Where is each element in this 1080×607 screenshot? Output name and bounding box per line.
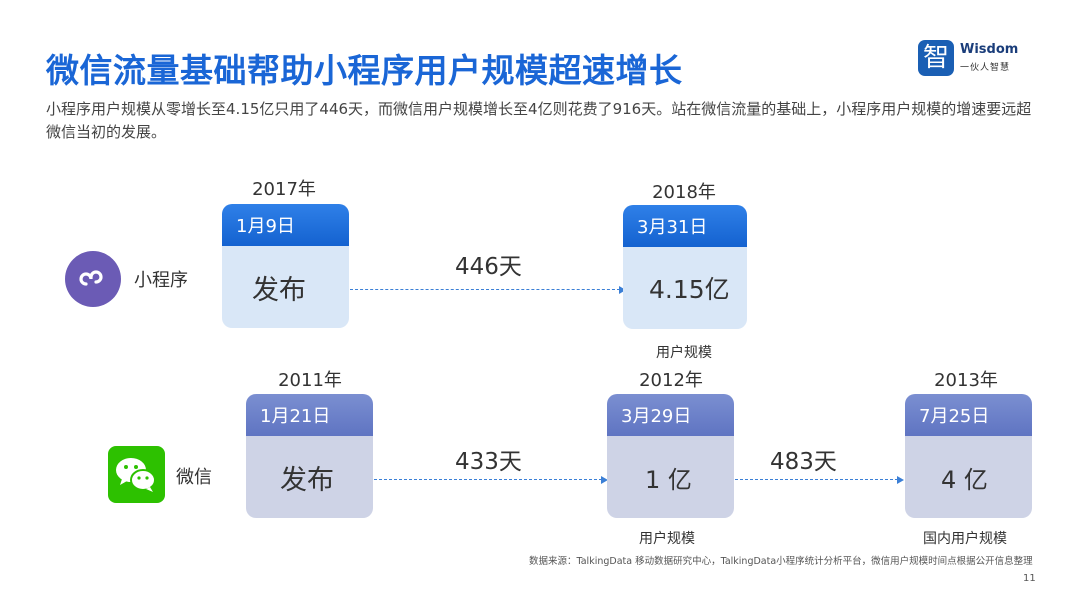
wx-gap1-days: 433天 [455, 449, 522, 475]
mp-end-card: 3月31日 4.15亿 [623, 205, 747, 329]
wx-mid-card: 3月29日 1 亿 [607, 394, 734, 518]
mp-end-year: 2018年 [652, 182, 716, 203]
wx-end-card: 7月25日 4 亿 [905, 394, 1032, 518]
page-title: 微信流量基础帮助小程序用户规模超速增长 [46, 51, 683, 90]
source-note: 数据来源：TalkingData 移动数据研究中心，TalkingData小程序… [529, 556, 1033, 567]
wx-start-text: 发布 [246, 436, 373, 518]
wechat-icon [108, 446, 165, 507]
wx-end-year: 2013年 [934, 370, 998, 391]
mini-program-label: 小程序 [134, 270, 188, 291]
wx-arrow1-head [601, 476, 608, 484]
mp-end-caption: 用户规模 [656, 345, 712, 361]
mp-gap-days: 446天 [455, 254, 522, 280]
mini-program-icon [64, 250, 122, 312]
logo-mark: 智 [918, 40, 954, 76]
mp-end-date: 3月31日 [623, 205, 747, 247]
wx-end-caption: 国内用户规模 [923, 531, 1007, 547]
wx-arrow2-head [897, 476, 904, 484]
wx-start-date: 1月21日 [246, 394, 373, 436]
mp-start-card: 1月9日 发布 [222, 204, 349, 328]
wx-end-date: 7月25日 [905, 394, 1032, 436]
logo-tagline: 一伙人智慧 [960, 63, 1011, 73]
wx-arrow1-line [374, 479, 602, 480]
mp-arrow-head [619, 286, 626, 294]
mp-start-year: 2017年 [252, 179, 316, 200]
page-subtitle: 小程序用户规模从零增长至4.15亿只用了446天，而微信用户规模增长至4亿则花费… [46, 100, 1032, 141]
wx-start-card: 1月21日 发布 [246, 394, 373, 518]
wx-mid-caption: 用户规模 [639, 531, 695, 547]
logo-word: Wisdom [960, 42, 1019, 57]
wx-mid-value: 1 亿 [607, 436, 734, 518]
wx-arrow2-line [735, 479, 898, 480]
wechat-label: 微信 [176, 467, 212, 488]
wx-end-value: 4 亿 [905, 436, 1032, 518]
wx-gap2-days: 483天 [770, 449, 837, 475]
wx-mid-date: 3月29日 [607, 394, 734, 436]
brand-logo: 智 Wisdom 一伙人智慧 [918, 40, 1028, 76]
mp-arrow-line [350, 289, 620, 290]
mp-start-text: 发布 [222, 246, 349, 328]
mp-start-date: 1月9日 [222, 204, 349, 246]
wx-start-year: 2011年 [278, 370, 342, 391]
page-number: 11 [1023, 573, 1036, 584]
wx-mid-year: 2012年 [639, 370, 703, 391]
mp-end-value: 4.15亿 [623, 247, 747, 329]
